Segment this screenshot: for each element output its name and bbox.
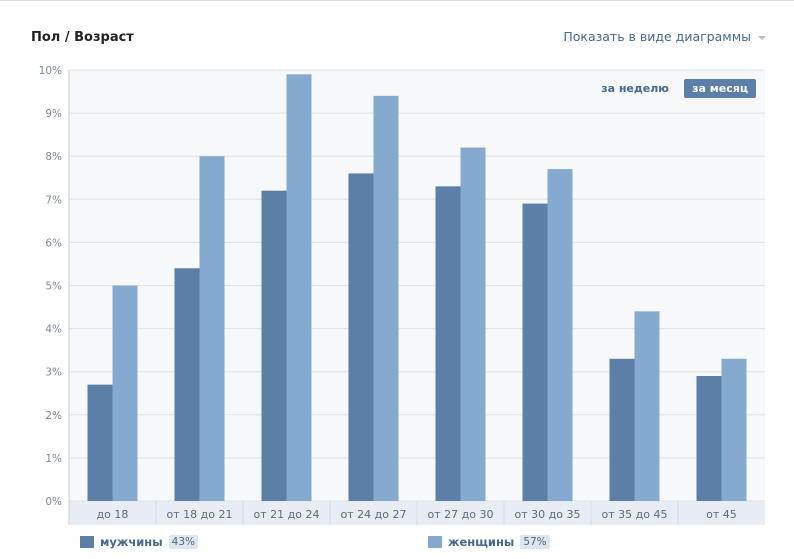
- show-as-diagram-dropdown[interactable]: Показать в виде диаграммы: [563, 29, 766, 44]
- show-as-diagram-label: Показать в виде диаграммы: [563, 29, 751, 44]
- legend-women-share: 57%: [520, 535, 550, 549]
- bar-women: [112, 285, 138, 501]
- bar-women: [199, 156, 225, 501]
- bar-women: [373, 95, 399, 502]
- y-tick-label: 5%: [45, 281, 62, 293]
- chevron-down-icon: [758, 35, 766, 40]
- bar-men: [522, 203, 548, 502]
- y-tick-label: 3%: [45, 367, 62, 379]
- legend-women[interactable]: женщины 57%: [428, 535, 550, 549]
- bar-men: [348, 173, 374, 501]
- bar-women: [460, 147, 486, 501]
- legend-men-share: 43%: [168, 535, 198, 549]
- bar-men: [87, 384, 113, 501]
- y-tick-label: 7%: [45, 194, 62, 206]
- bar-men: [174, 268, 200, 501]
- top-divider: [0, 0, 794, 1]
- x-tick-label: до 18: [97, 508, 129, 521]
- bar-men: [696, 376, 722, 501]
- legend-men[interactable]: мужчины 43%: [80, 535, 198, 549]
- y-tick-label: 4%: [45, 324, 62, 336]
- bar-women: [634, 311, 660, 501]
- x-tick-label: от 35 до 45: [602, 508, 668, 521]
- x-tick-label: от 45: [706, 508, 737, 521]
- x-tick-label: от 24 до 27: [341, 508, 407, 521]
- bar-women: [547, 169, 573, 501]
- x-tick-label: от 18 до 21: [167, 508, 233, 521]
- x-tick-label: от 30 до 35: [515, 508, 581, 521]
- bar-men: [435, 186, 461, 501]
- page-title: Пол / Возраст: [31, 30, 134, 45]
- y-tick-label: 0%: [45, 496, 62, 508]
- bar-men: [609, 358, 635, 501]
- x-tick-label: от 27 до 30: [428, 508, 494, 521]
- y-tick-label: 8%: [45, 151, 62, 163]
- legend-women-label: женщины: [448, 535, 515, 549]
- period-week-tab[interactable]: за неделю: [601, 82, 669, 95]
- legend-women-swatch: [428, 536, 442, 548]
- x-tick-label: от 21 до 24: [254, 508, 320, 521]
- bar-men: [261, 190, 287, 501]
- y-tick-label: 6%: [45, 237, 62, 249]
- legend-men-label: мужчины: [100, 535, 163, 549]
- y-tick-label: 10%: [39, 65, 62, 77]
- period-month-tab[interactable]: за месяц: [684, 79, 756, 98]
- bar-women: [721, 358, 747, 501]
- legend-men-swatch: [80, 536, 94, 548]
- y-tick-label: 9%: [45, 108, 62, 120]
- bar-women: [286, 74, 312, 501]
- y-tick-label: 1%: [45, 453, 62, 465]
- y-tick-label: 2%: [45, 410, 62, 422]
